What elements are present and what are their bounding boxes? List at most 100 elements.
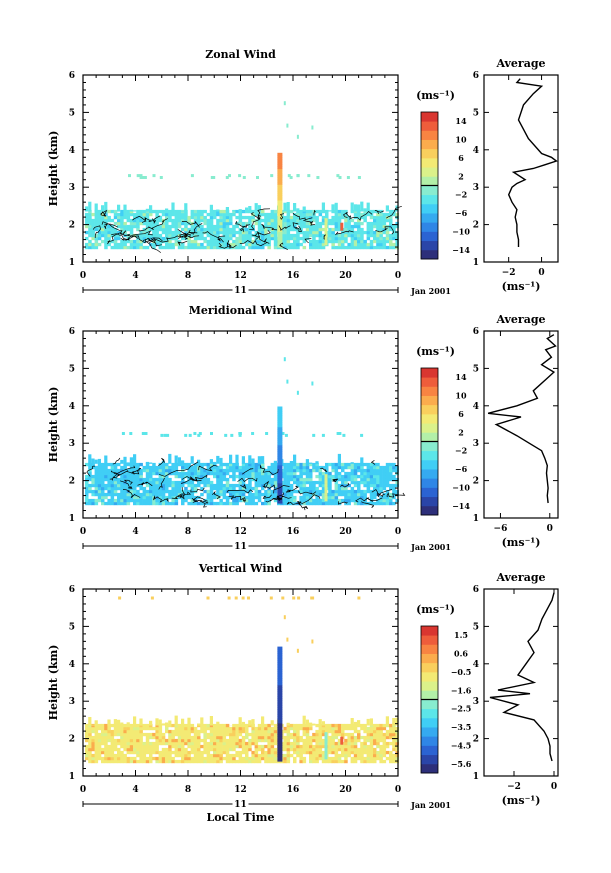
heatmap-cell <box>293 735 297 740</box>
heatmap-cell <box>120 722 124 726</box>
heatmap-cell <box>133 218 137 223</box>
heatmap-cell <box>171 729 175 734</box>
heatmap-cell <box>334 732 339 737</box>
heatmap-cell <box>174 480 179 485</box>
heatmap-cell <box>277 482 283 486</box>
heatmap-cell <box>166 433 170 437</box>
heatmap-cell <box>261 747 265 752</box>
heatmap-cell <box>302 221 307 226</box>
heatmap-cell <box>342 433 346 437</box>
heatmap-cell <box>292 596 296 600</box>
heatmap-cell <box>366 729 371 734</box>
heatmap-cell <box>305 732 310 737</box>
heatmap-cell <box>187 735 191 740</box>
heatmap-cell <box>158 477 163 482</box>
heatmap-cell <box>315 732 319 737</box>
colorbar-swatch <box>421 699 438 710</box>
heatmap-cell <box>277 152 283 156</box>
heatmap-cell <box>229 486 233 491</box>
heatmap-cell <box>337 498 342 503</box>
heatmap-cell <box>129 432 133 435</box>
heatmap-cell <box>203 732 207 737</box>
heatmap-cell <box>261 212 265 217</box>
heatmap-cell <box>382 753 387 758</box>
heatmap-cell <box>120 245 124 250</box>
heatmap-cell <box>184 738 188 743</box>
heatmap-cell <box>133 462 137 467</box>
heatmap-cell <box>293 245 297 250</box>
heatmap-cell <box>238 242 243 247</box>
heatmap-cell <box>203 729 207 734</box>
contour-line <box>262 480 276 489</box>
heatmap-cell <box>222 233 227 238</box>
heatmap-cell <box>225 239 230 244</box>
heatmap-cell <box>277 157 283 161</box>
heatmap-cell <box>277 660 283 663</box>
heatmap-cell <box>353 750 358 755</box>
heatmap-cell <box>104 462 108 467</box>
heatmap-cell <box>168 720 172 726</box>
heatmap-cell <box>184 489 188 494</box>
heatmap-cell <box>328 501 332 506</box>
heatmap-cell <box>310 596 314 600</box>
heatmap-cell <box>145 483 150 488</box>
heatmap-cell <box>190 209 195 214</box>
heatmap-cell <box>101 759 105 764</box>
heatmap-cell <box>379 474 383 479</box>
heatmap-cell <box>373 741 377 746</box>
heatmap-cell <box>91 233 95 238</box>
heatmap-cell <box>206 492 211 497</box>
heatmap-cell <box>152 741 156 746</box>
colorbar-swatch <box>421 404 438 415</box>
heatmap-cell <box>155 471 159 476</box>
heatmap-cell <box>136 738 140 743</box>
heatmap-cell <box>337 747 342 752</box>
heatmap-cell <box>145 208 149 212</box>
heatmap-cell <box>168 759 172 764</box>
heatmap-cell <box>369 477 374 482</box>
heatmap-cell <box>203 227 207 232</box>
heatmap-cell <box>113 726 118 731</box>
heatmap-cell <box>331 227 335 232</box>
heatmap-cell <box>181 212 185 217</box>
heatmap-cell <box>181 460 185 464</box>
heatmap-cell <box>267 501 271 506</box>
heatmap-cell <box>350 741 355 746</box>
heatmap-cell <box>187 468 191 473</box>
heatmap-cell <box>206 501 211 506</box>
heatmap-cell <box>324 750 328 754</box>
heatmap-cell <box>382 236 387 241</box>
heatmap-cell <box>296 744 300 749</box>
heatmap-cell <box>331 738 335 743</box>
heatmap-cell <box>113 462 118 467</box>
heatmap-cell <box>216 741 220 746</box>
heatmap-cell <box>299 750 303 755</box>
heatmap-cell <box>235 242 239 247</box>
heatmap-cell <box>184 465 188 470</box>
heatmap-cell <box>145 498 150 503</box>
heatmap-cell <box>190 747 195 752</box>
heatmap-cell <box>277 487 283 491</box>
heatmap-cell <box>209 501 214 506</box>
heatmap-cell <box>174 726 179 731</box>
heatmap-cell <box>344 489 348 494</box>
avg-y-tick-label: 1 <box>473 258 479 268</box>
heatmap-cell <box>107 462 111 467</box>
heatmap-cell <box>312 723 316 726</box>
heatmap-cell <box>296 723 300 728</box>
heatmap-cell <box>91 738 95 743</box>
heatmap-cell <box>311 125 314 130</box>
heatmap-cell <box>171 471 175 476</box>
heatmap-cell <box>334 741 339 746</box>
heatmap-cell <box>136 462 140 467</box>
heatmap-cell <box>120 759 124 764</box>
heatmap-cell <box>152 245 156 250</box>
heatmap-cell <box>350 726 355 731</box>
heatmap-cell <box>337 474 342 479</box>
contour-line <box>142 237 162 247</box>
contour-line <box>234 496 246 503</box>
contour-line <box>158 477 165 490</box>
heatmap-cell <box>337 212 342 217</box>
heatmap-cell <box>88 489 92 494</box>
heatmap-cell <box>238 233 243 238</box>
